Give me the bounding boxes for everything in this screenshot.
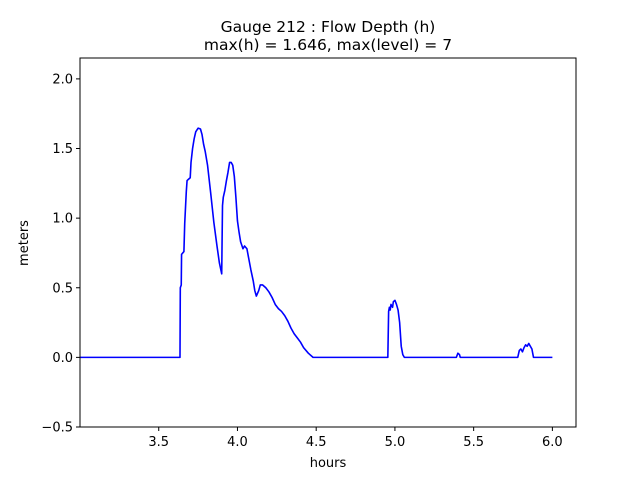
chart-subtitle: max(h) = 1.646, max(level) = 7 <box>204 36 452 54</box>
y-tick-label: 0.0 <box>52 351 73 366</box>
series-line-0 <box>80 127 553 359</box>
y-tick-label: 1.5 <box>52 142 73 157</box>
x-tick-label: 4.5 <box>306 435 327 450</box>
y-axis-label: meters <box>17 220 32 266</box>
x-tick-label: 4.0 <box>227 435 248 450</box>
series-layer <box>80 127 553 359</box>
plot-frame <box>79 57 577 428</box>
y-axis-ticks: −0.5 0.0 0.5 1.0 1.5 2.0 <box>41 72 80 436</box>
y-tick-label: 0.5 <box>52 281 73 296</box>
chart-title: Gauge 212 : Flow Depth (h) <box>221 18 436 36</box>
x-tick-label: 3.5 <box>148 435 169 450</box>
x-axis-ticks: 3.5 4.0 4.5 5.0 5.5 6.0 <box>148 427 563 450</box>
x-tick-label: 6.0 <box>542 435 563 450</box>
x-tick-label: 5.0 <box>385 435 406 450</box>
y-tick-label: 2.0 <box>52 72 73 87</box>
x-axis-label: hours <box>310 456 347 471</box>
x-tick-label: 5.5 <box>463 435 484 450</box>
y-tick-label: 1.0 <box>52 212 73 227</box>
y-tick-label: −0.5 <box>41 421 73 436</box>
